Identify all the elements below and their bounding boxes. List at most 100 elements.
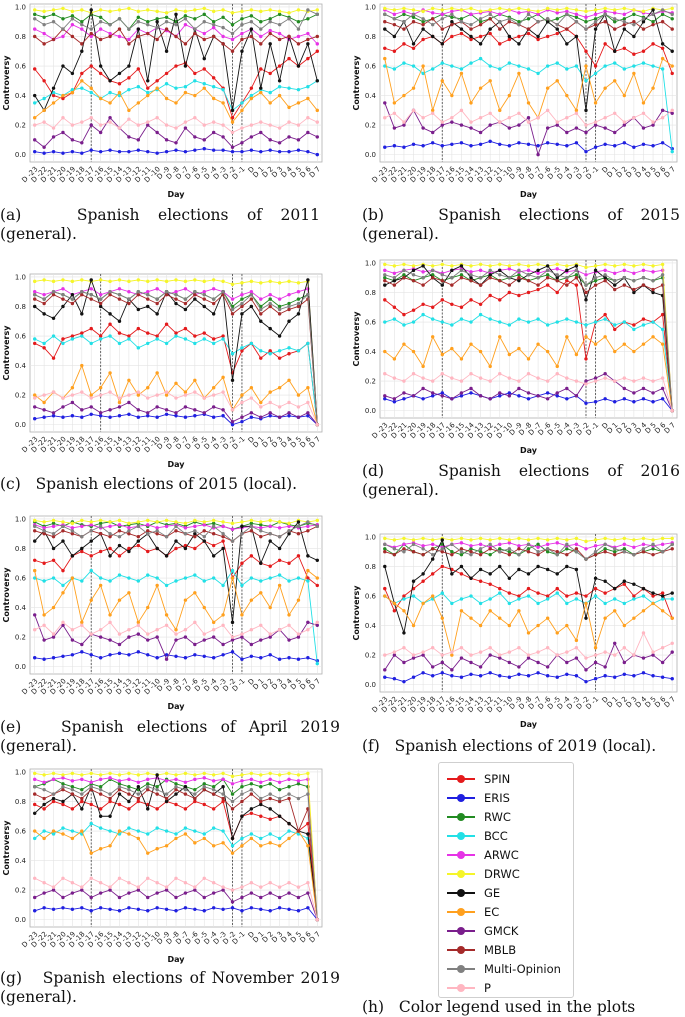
- data-point-drwc: [108, 520, 112, 524]
- data-point-bcc: [240, 346, 244, 350]
- data-point-rwc: [70, 785, 75, 789]
- data-point-p: [469, 120, 473, 124]
- data-point-spin: [622, 46, 627, 50]
- y-tick-label: 0.8: [365, 289, 376, 297]
- data-point-p: [296, 885, 301, 889]
- data-point-ge: [306, 278, 310, 282]
- data-point-ge: [593, 268, 598, 273]
- data-point-rwc: [240, 17, 244, 21]
- data-point-p: [287, 120, 291, 124]
- y-tick-label: 0.0: [365, 407, 376, 415]
- chart-a: 0.00.20.40.60.81.0D -23D -22D -21D -20D …: [2, 3, 323, 199]
- data-point-gmck: [33, 613, 37, 617]
- data-point-ec: [660, 56, 665, 61]
- data-point-eris: [440, 144, 444, 148]
- data-point-drwc: [211, 518, 216, 523]
- legend-entry-bcc: BCC: [447, 826, 508, 846]
- data-point-gmck: [622, 123, 627, 127]
- data-point-p: [421, 650, 425, 654]
- data-point-p: [155, 881, 159, 885]
- data-point-gmck: [117, 642, 122, 647]
- series-drwc: [33, 771, 319, 922]
- data-point-gmck: [469, 660, 473, 665]
- data-point-ec: [117, 829, 122, 833]
- data-point-bcc: [459, 597, 464, 601]
- data-point-multi-opinion: [61, 785, 65, 789]
- data-point-multi-opinion: [430, 22, 435, 27]
- data-point-ge: [574, 34, 579, 39]
- data-point-gmck: [202, 138, 206, 142]
- data-point-gmck: [641, 386, 646, 391]
- data-point-spin: [526, 290, 531, 295]
- data-point-drwc: [430, 264, 435, 268]
- data-point-gmck: [193, 888, 197, 892]
- data-point-drwc: [296, 773, 301, 777]
- data-point-ge: [70, 554, 75, 558]
- data-point-ec: [240, 844, 244, 848]
- data-point-arwc: [164, 524, 169, 529]
- data-point-arwc: [108, 31, 112, 36]
- data-point-p: [33, 876, 37, 880]
- data-point-multi-opinion: [249, 524, 254, 529]
- data-point-gmck: [117, 405, 122, 409]
- data-point-multi-opinion: [193, 792, 197, 796]
- data-point-drwc: [277, 9, 282, 14]
- data-point-gmck: [287, 135, 291, 139]
- data-point-bcc: [383, 320, 387, 324]
- data-point-spin: [89, 64, 93, 68]
- data-point-p: [80, 390, 84, 394]
- data-point-p: [42, 623, 46, 627]
- data-point-mblb: [670, 27, 674, 31]
- data-point-eris: [660, 675, 665, 679]
- series-ec: [33, 79, 319, 124]
- data-point-ge: [268, 42, 272, 46]
- data-point-spin: [268, 71, 272, 76]
- legend-swatch: [447, 907, 475, 917]
- data-point-mblb: [127, 532, 131, 536]
- data-point-ge: [469, 276, 473, 280]
- series-gmck: [383, 101, 674, 157]
- data-point-bcc: [80, 334, 84, 338]
- data-point-drwc: [287, 279, 291, 284]
- data-point-ec: [61, 591, 65, 595]
- data-point-bcc: [287, 829, 291, 833]
- data-point-p: [613, 111, 617, 115]
- data-point-eris: [268, 148, 272, 152]
- data-point-mblb: [193, 292, 197, 297]
- data-point-bcc: [296, 349, 301, 353]
- data-point-ec: [593, 101, 598, 105]
- data-point-multi-opinion: [174, 524, 178, 529]
- data-point-ec: [584, 64, 588, 68]
- data-point-multi-opinion: [268, 20, 272, 24]
- data-point-drwc: [108, 279, 112, 284]
- legend-swatch-marker: [457, 908, 465, 916]
- data-point-spin: [42, 346, 46, 350]
- data-point-arwc: [174, 290, 178, 294]
- data-point-ec: [51, 829, 56, 833]
- legend-swatch-marker: [457, 775, 465, 783]
- x-tick-label: D: [247, 165, 256, 174]
- data-point-gmck: [33, 895, 37, 900]
- data-point-bcc: [61, 341, 65, 346]
- data-point-mblb: [536, 283, 540, 287]
- data-point-rwc: [240, 785, 244, 789]
- data-point-gmck: [240, 415, 244, 419]
- data-point-drwc: [383, 6, 387, 11]
- data-point-bcc: [469, 594, 473, 598]
- color-legend: SPIN ERIS RWC BCC ARWC DRWC GE EC GMCK MBLB Multi-…: [438, 762, 574, 998]
- y-tick-label: 0.6: [15, 63, 27, 71]
- data-point-bcc: [249, 341, 254, 346]
- data-point-ec: [221, 101, 225, 105]
- data-point-drwc: [440, 8, 444, 12]
- data-point-spin: [174, 802, 178, 807]
- data-point-spin: [98, 807, 103, 811]
- data-point-p: [450, 376, 454, 380]
- data-point-gmck: [249, 642, 254, 647]
- data-point-ge: [183, 546, 188, 551]
- data-point-drwc: [315, 518, 319, 523]
- data-point-bcc: [613, 597, 617, 601]
- data-point-bcc: [613, 61, 617, 65]
- data-point-drwc: [127, 521, 131, 526]
- data-point-eris: [146, 909, 150, 913]
- data-point-mblb: [613, 27, 617, 31]
